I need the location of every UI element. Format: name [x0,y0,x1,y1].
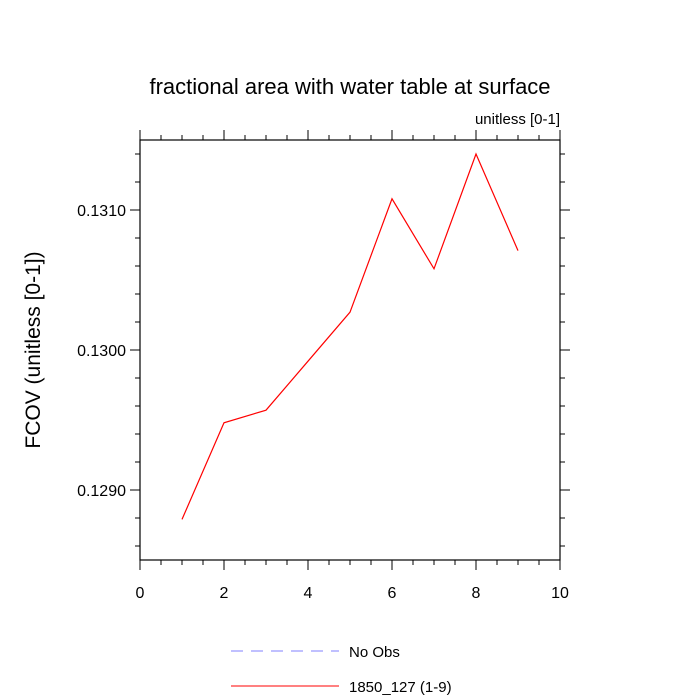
x-tick-label: 4 [304,585,313,602]
x-tick-label: 8 [472,585,481,602]
chart-title: fractional area with water table at surf… [149,74,550,99]
y-axis-label: FCOV (unitless [0-1]) [22,251,45,448]
y-axis-ticks: 0.1290 0.1300 0.1310 [77,153,570,547]
legend: No Obs 1850_127 (1-9) [231,644,452,696]
y-tick-label: 0.1290 [77,483,126,500]
y-tick-label: 0.1300 [77,343,126,360]
series-layer [181,152,519,520]
x-tick-label: 2 [220,585,229,602]
x-axis-ticks: 0 2 4 6 8 10 [136,130,569,602]
legend-label: 1850_127 (1-9) [349,679,452,696]
series-line [181,152,519,520]
units-label: unitless [0-1] [475,111,560,128]
legend-label: No Obs [349,644,400,661]
x-tick-label: 10 [551,585,569,602]
x-tick-label: 6 [388,585,397,602]
x-tick-label: 0 [136,585,145,602]
y-tick-label: 0.1310 [77,203,126,220]
